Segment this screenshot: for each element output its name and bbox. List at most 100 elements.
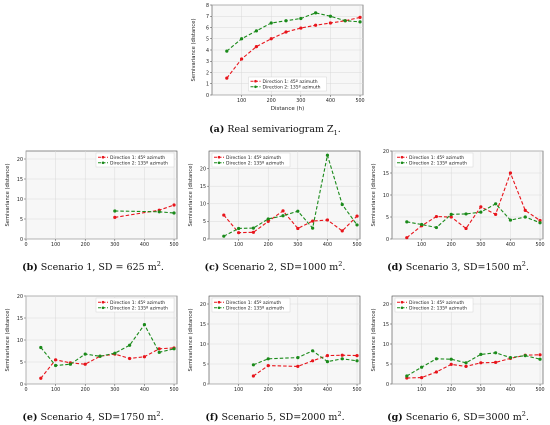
series-line: [223, 210, 358, 234]
x-tick-label: 400: [323, 387, 332, 393]
x-tick-label: 100: [417, 242, 426, 248]
chart-panel: 0 5 10 15 20 100 200 300 400 500 Semivariance (dis…: [187, 293, 362, 396]
y-tick-label: 10: [17, 197, 23, 203]
caption-superscript: 2: [156, 410, 161, 418]
y-tick-label: 3: [206, 59, 209, 65]
data-point: [340, 353, 344, 357]
legend-box: [248, 76, 327, 92]
data-point: [523, 354, 527, 358]
y-axis-label: Semivariance (distance): [188, 309, 194, 372]
legend-marker: [101, 161, 105, 165]
caption-superscript: 2: [337, 410, 342, 418]
chart-caption: (b) Scenario 1, SD = 625 m2.: [0, 260, 188, 273]
legend-entry: Direction 1: 45º azimuth: [409, 155, 464, 161]
caption-label: (a): [209, 124, 225, 135]
y-tick-label: 20: [200, 166, 206, 172]
caption-tail: .: [525, 412, 529, 424]
y-tick-label: 5: [206, 37, 209, 43]
y-tick-label: 20: [17, 294, 23, 300]
legend-entry: Direction 1: 45º azimuth: [110, 300, 165, 306]
chart-svg: 0 5 10 15 20 100 200 300 400 500 Semivariance (dis…: [371, 149, 545, 248]
data-point: [358, 15, 362, 19]
legend-box: [95, 152, 175, 168]
legend-marker: [254, 79, 257, 83]
data-point: [172, 347, 176, 351]
y-tick-label: 0: [386, 237, 389, 243]
x-tick-label: 500: [352, 387, 361, 393]
caption-label: (g): [387, 412, 403, 424]
legend-entry: Direction 1: 45º azimuth: [226, 155, 281, 161]
data-point: [39, 345, 43, 350]
x-tick-label: 500: [535, 387, 544, 393]
series-line: [406, 352, 541, 377]
x-tick-label: 100: [417, 387, 426, 393]
y-tick-label: 0: [20, 237, 23, 243]
data-point: [296, 226, 300, 231]
data-point: [449, 215, 453, 219]
data-point: [284, 30, 288, 34]
data-point: [128, 343, 132, 347]
data-point: [266, 219, 270, 223]
y-tick-label: 7: [206, 14, 209, 20]
chart-caption: (a) Real semivariogram Z1.: [180, 124, 370, 137]
chart-caption: (g) Scenario 6, SD=3000 m2.: [363, 410, 550, 423]
y-tick-label: 20: [200, 302, 206, 308]
y-tick-label: 5: [20, 360, 23, 366]
caption-text: Scenario 1, SD = 625 m: [40, 262, 157, 274]
x-tick-label: 500: [535, 242, 544, 248]
y-axis-label: Semivariance (distance): [191, 19, 197, 82]
x-tick-label: 500: [169, 242, 178, 248]
data-point: [251, 374, 256, 378]
data-point: [142, 323, 147, 327]
chart-svg: 0 5 10 15 20 100 200 300 400 500 Semivariance (dis…: [188, 150, 362, 248]
legend-marker: [101, 155, 105, 159]
data-point: [240, 57, 244, 61]
data-point: [343, 19, 347, 23]
x-tick-label: 200: [264, 387, 273, 393]
data-point: [254, 45, 259, 49]
y-tick-label: 5: [203, 219, 206, 225]
x-tick-label: 300: [110, 242, 119, 248]
caption-subscript: 1: [333, 128, 338, 137]
data-point: [449, 357, 453, 361]
y-tick-label: 8: [206, 3, 209, 9]
data-point: [281, 209, 285, 213]
data-point: [538, 218, 542, 223]
x-tick-label: 400: [323, 242, 332, 248]
data-point: [355, 359, 359, 363]
data-point: [464, 226, 468, 231]
data-point: [494, 212, 498, 216]
caption-label: (f): [205, 412, 219, 424]
x-tick-label: 200: [81, 387, 90, 393]
legend-entry: Direction 1: 45º azimuth: [226, 300, 281, 306]
data-point: [39, 376, 43, 380]
data-point: [405, 220, 409, 224]
y-tick-label: 0: [206, 93, 209, 99]
y-tick-label: 15: [200, 322, 206, 328]
caption-tail: .: [160, 262, 164, 274]
data-point: [172, 211, 176, 215]
legend-box: [394, 297, 474, 313]
data-point: [405, 374, 409, 378]
y-tick-label: 0: [20, 382, 23, 388]
data-point: [266, 364, 270, 368]
x-tick-label: 300: [476, 242, 485, 248]
x-tick-label: 300: [293, 387, 302, 393]
data-point: [83, 352, 87, 356]
data-point: [508, 218, 513, 222]
legend-box: [394, 152, 474, 168]
legend-box: [211, 297, 291, 313]
data-point: [68, 362, 73, 366]
data-point: [405, 236, 409, 240]
data-point: [508, 356, 513, 360]
x-tick-label: 100: [51, 242, 60, 248]
data-point: [479, 205, 483, 209]
data-point: [311, 226, 315, 230]
data-point: [266, 357, 270, 361]
chart-svg: 0 1 2 3 4 5 6 7 8 100 200 300 400 500 Distance (h) Semi…: [191, 3, 365, 112]
legend-marker: [400, 300, 404, 304]
data-point: [508, 171, 513, 175]
chart-svg: 0 5 10 15 20 100 200 300 400 500 Semivariance (dis…: [188, 295, 362, 393]
legend-entry: Direction 2: 135º azimuth: [226, 160, 284, 166]
